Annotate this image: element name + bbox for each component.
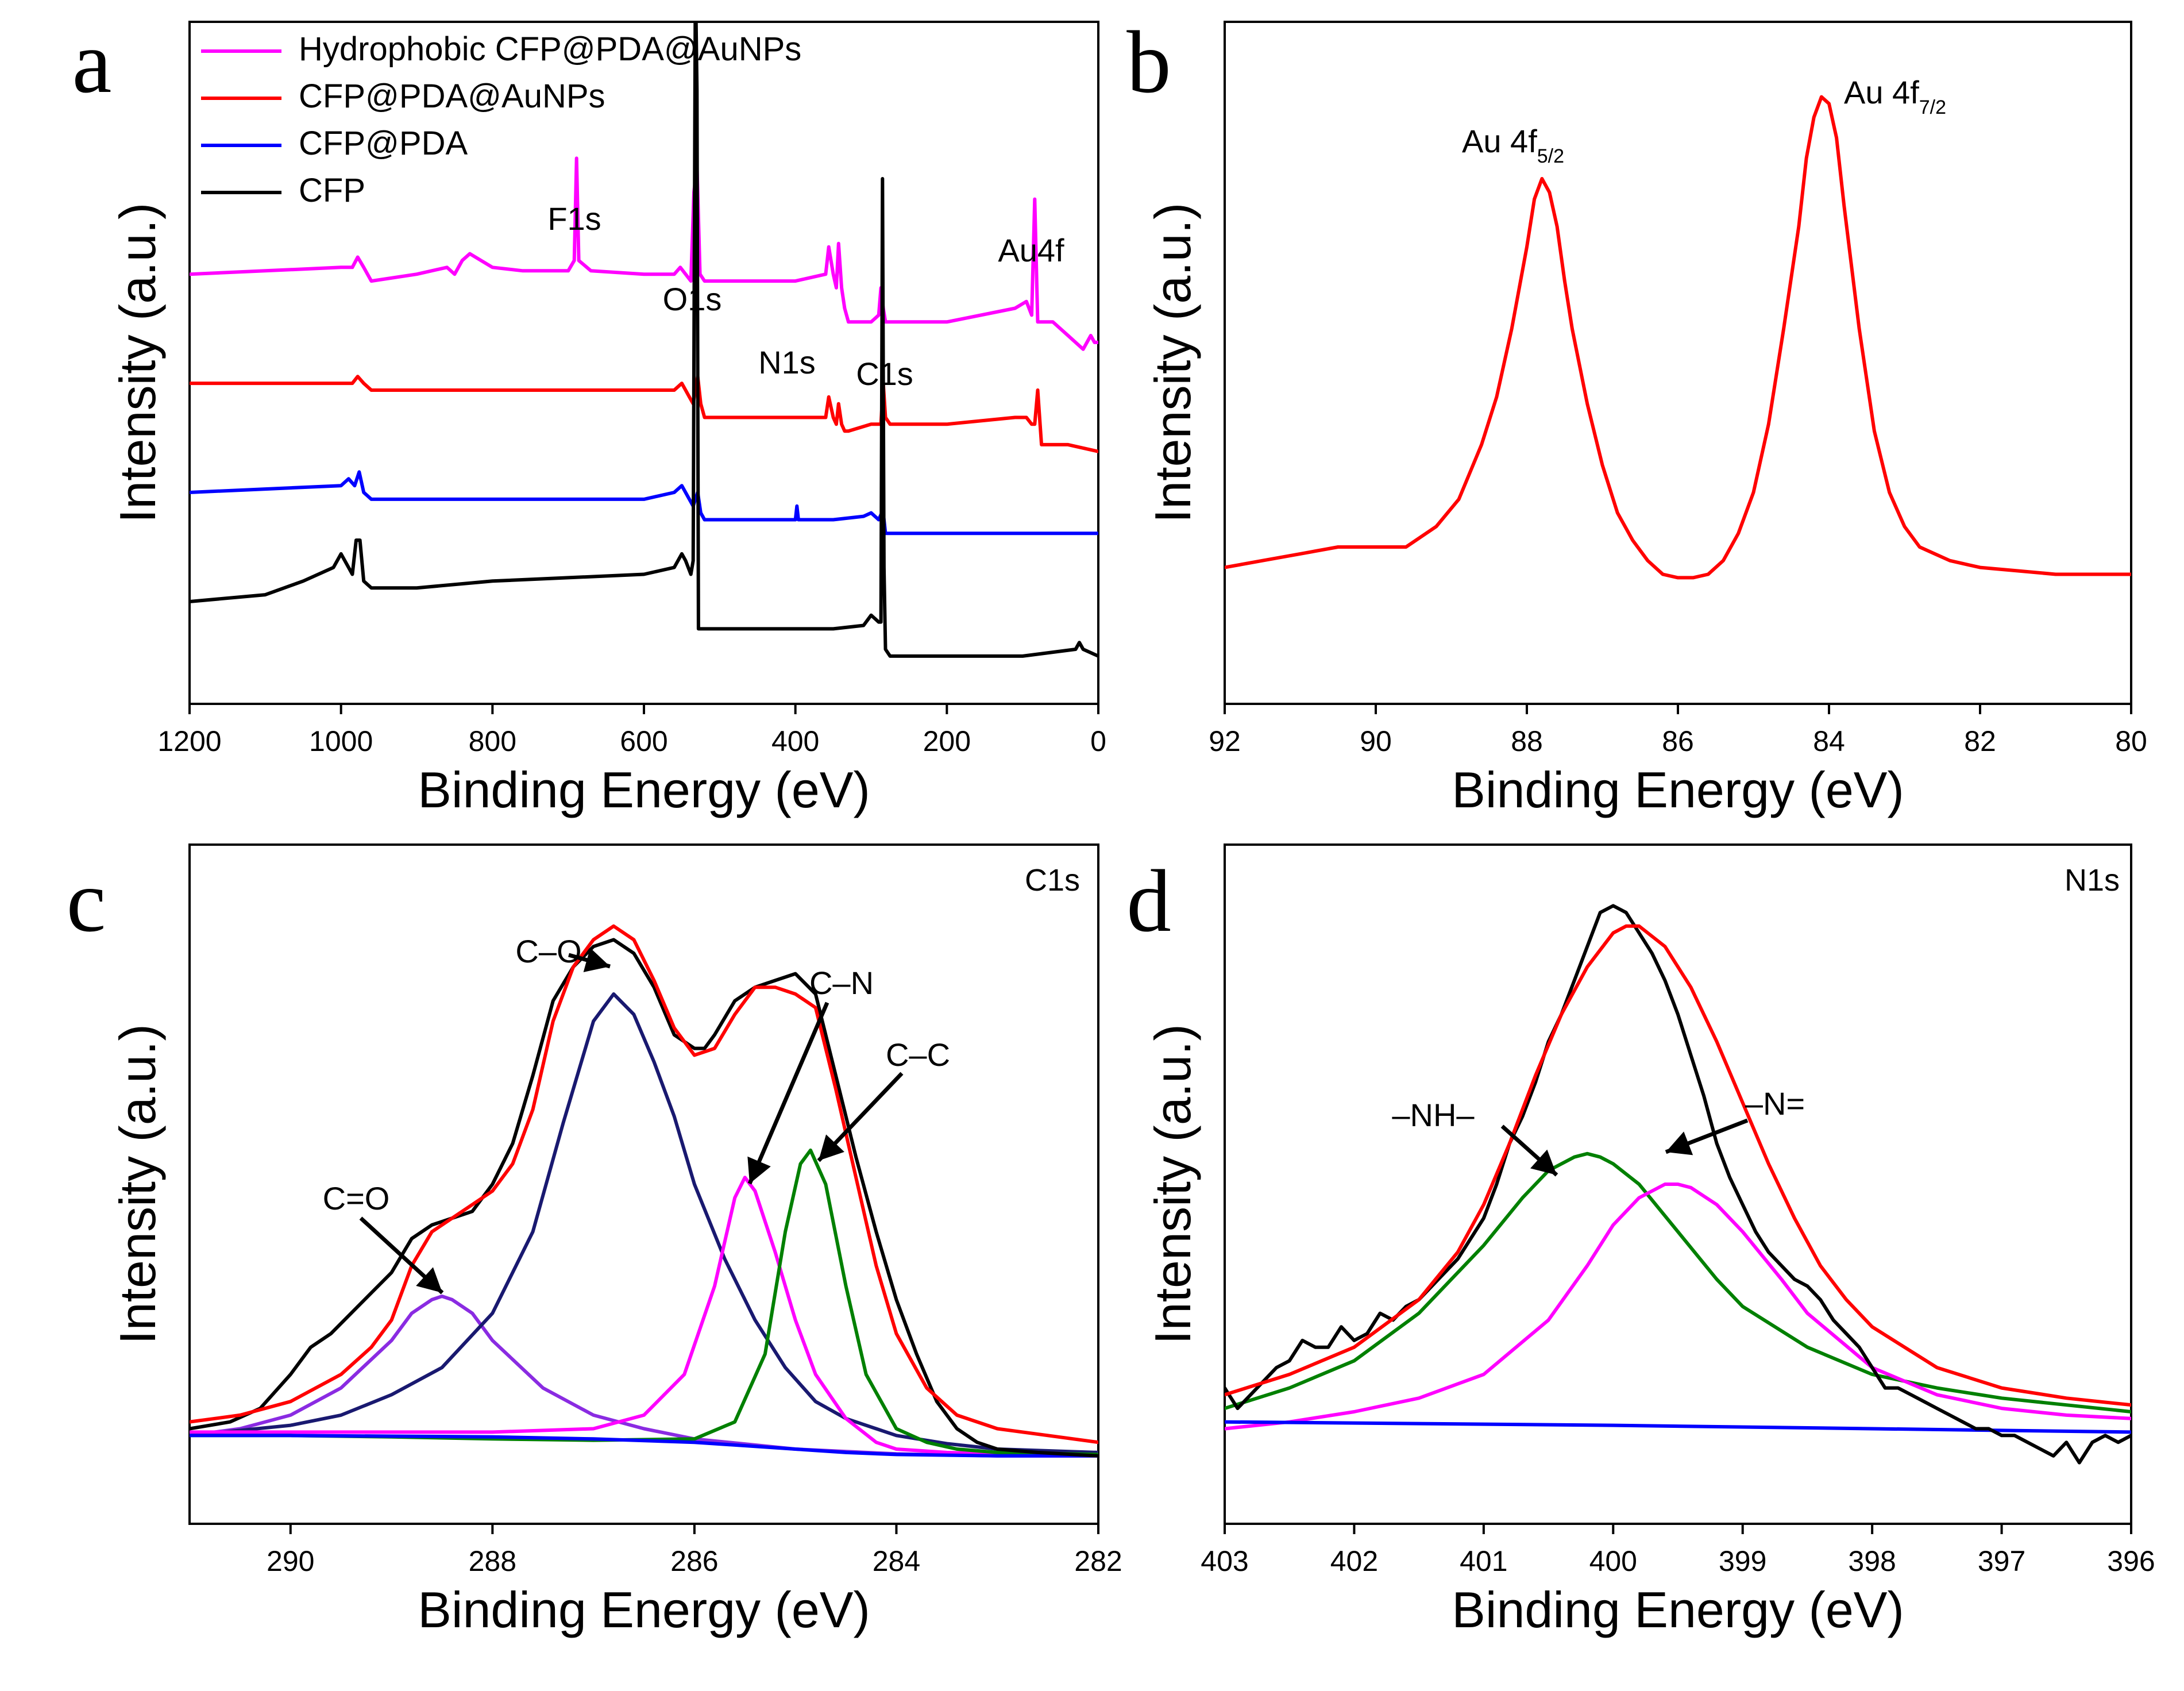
peak-label: Au 4f7/2 <box>1844 74 1946 118</box>
panel-letter-b: b <box>1126 13 1171 111</box>
peak-label: F1s <box>547 201 601 237</box>
plot-frame-d <box>1224 843 2132 1525</box>
peak-label-main: Au 4f <box>1844 74 1919 110</box>
peak-label: C1s <box>856 356 913 392</box>
x-tick-label-c: 290 <box>267 1545 314 1577</box>
series-line-a-hydrophobic-cfp-pda-aunps <box>190 156 1098 351</box>
x-axis-label-b: Binding Energy (eV) <box>1452 761 1904 818</box>
series-line-d-baseline <box>1225 1420 2131 1434</box>
x-tick-label-d: 402 <box>1330 1545 1378 1577</box>
component-label: C–O <box>515 933 581 969</box>
series-line-c-fit-envelope <box>190 924 1098 1445</box>
panel-b: 92 90 88 86 84 82 80 Binding Energy (eV) Intensi… <box>1126 13 2147 818</box>
peak-label-subscript: 7/2 <box>1919 97 1946 118</box>
component-label: C–C <box>886 1037 950 1073</box>
x-tick-label-a: 1000 <box>309 725 373 757</box>
component-arrow-head <box>416 1267 442 1293</box>
peak-label-main: Au 4f <box>1462 123 1537 159</box>
corner-label-d: N1s <box>2065 863 2120 897</box>
series-line-a-cfp <box>190 22 1098 658</box>
x-tick-label-a: 200 <box>923 725 971 757</box>
series-line-c-raw <box>190 938 1098 1458</box>
panel-c: 290 288 286 284 282 Binding Energy (eV) Intens… <box>67 843 1122 1638</box>
series-line-c-baseline <box>190 1434 1098 1458</box>
legend-entry: Hydrophobic CFP@PDA@AuNPs <box>299 30 801 68</box>
x-tick-label-d: 400 <box>1589 1545 1637 1577</box>
x-tick-label-a: 800 <box>469 725 516 757</box>
peak-label: Au4f <box>998 232 1064 268</box>
peak-label: Au 4f5/2 <box>1462 123 1564 167</box>
legend-entry: CFP@PDA@AuNPs <box>299 78 605 115</box>
y-axis-label-a: Intensity (a.u.) <box>109 203 166 523</box>
x-tick-label-a: 600 <box>620 725 667 757</box>
x-axis-label-d: Binding Energy (eV) <box>1452 1581 1904 1638</box>
x-tick-label-d: 396 <box>2107 1545 2155 1577</box>
component-label: C–N <box>809 965 874 1001</box>
x-tick-label-b: 88 <box>1511 725 1543 757</box>
x-tick-label-d: 398 <box>1848 1545 1896 1577</box>
component-label: C=O <box>323 1180 390 1216</box>
panels-layer: 1200 1000 800 600 400 200 0 Binding Energy (eV)… <box>67 13 2155 1638</box>
series-line-c-c-c <box>190 1148 1098 1457</box>
legend-entry: CFP <box>299 172 365 209</box>
component-arrow-head <box>747 1156 771 1184</box>
peak-label: N1s <box>758 344 816 380</box>
x-tick-label-c: 286 <box>670 1545 718 1577</box>
y-axis-label-d: Intensity (a.u.) <box>1144 1024 1201 1345</box>
panel-a: 1200 1000 800 600 400 200 0 Binding Energy (eV)… <box>72 13 1106 818</box>
peak-label: O1s <box>663 281 722 317</box>
component-arrow-head <box>1666 1131 1693 1155</box>
x-tick-label-d: 401 <box>1460 1545 1507 1577</box>
series-line-b-au-4f <box>1225 95 2131 580</box>
component-arrow-head <box>819 1134 844 1161</box>
series-line-d-raw <box>1225 904 2131 1465</box>
x-tick-label-b: 84 <box>1813 725 1845 757</box>
x-tick-label-d: 403 <box>1201 1545 1248 1577</box>
x-tick-label-c: 288 <box>469 1545 516 1577</box>
series-line-c-c-o <box>190 992 1098 1454</box>
series-layer-d <box>1225 904 2131 1465</box>
x-tick-label-b: 86 <box>1662 725 1694 757</box>
series-layer-b <box>1225 95 2131 580</box>
component-arrow-shaft <box>747 1001 829 1185</box>
series-line-d--n- <box>1225 1182 2131 1431</box>
y-axis-label-c: Intensity (a.u.) <box>109 1024 166 1345</box>
panel-letter-d: d <box>1126 852 1171 950</box>
panel-d: 403 402 401 400 399 398 397 396 Binding Energy (… <box>1126 843 2155 1638</box>
x-axis-label-c: Binding Energy (eV) <box>418 1581 870 1638</box>
x-tick-label-b: 90 <box>1360 725 1392 757</box>
series-layer-a <box>190 22 1098 658</box>
x-tick-label-b: 92 <box>1209 725 1241 757</box>
component-arrow-head <box>583 947 610 972</box>
x-tick-label-a: 1200 <box>157 725 221 757</box>
peak-label-subscript: 5/2 <box>1537 145 1564 167</box>
series-line-d-fit-envelope <box>1225 924 2131 1407</box>
corner-label-c: C1s <box>1025 863 1080 897</box>
y-axis-label-b: Intensity (a.u.) <box>1144 203 1201 523</box>
x-tick-label-c: 282 <box>1074 1545 1122 1577</box>
panel-letter-c: c <box>67 852 106 950</box>
series-line-a-cfp-pda-aunps <box>190 375 1098 453</box>
series-line-c-c-n <box>190 1176 1098 1457</box>
x-tick-label-c: 284 <box>873 1545 920 1577</box>
x-tick-label-a: 0 <box>1090 725 1106 757</box>
x-tick-label-d: 399 <box>1719 1545 1766 1577</box>
legend-entry: CFP@PDA <box>299 125 468 162</box>
panel-letter-a: a <box>72 13 112 111</box>
component-label: –NH– <box>1392 1097 1475 1133</box>
series-line-d--nh- <box>1225 1151 2131 1413</box>
x-tick-label-b: 82 <box>1964 725 1996 757</box>
x-tick-label-a: 400 <box>771 725 819 757</box>
x-axis-label-a: Binding Energy (eV) <box>418 761 870 818</box>
x-tick-label-d: 397 <box>1978 1545 2025 1577</box>
component-label: –N= <box>1745 1085 1805 1122</box>
component-arrow-head <box>1530 1149 1557 1175</box>
series-layer-c <box>190 924 1098 1458</box>
x-tick-label-b: 80 <box>2115 725 2147 757</box>
plot-frame-c <box>188 843 1099 1525</box>
